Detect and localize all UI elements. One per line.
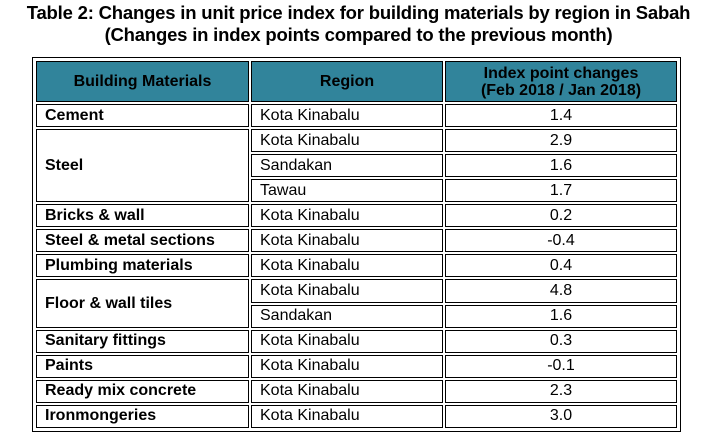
- table-title: Table 2: Changes in unit price index for…: [0, 2, 717, 46]
- material-cell: Steel & metal sections: [36, 229, 249, 253]
- index-change-cell: 1.6: [445, 154, 677, 178]
- index-change-cell: 2.3: [445, 379, 677, 403]
- material-cell: Bricks & wall: [36, 204, 249, 228]
- index-change-cell: 3.0: [445, 404, 677, 428]
- region-cell: Sandakan: [251, 304, 443, 328]
- region-cell: Kota Kinabalu: [251, 104, 443, 128]
- price-index-table-frame: Building Materials Region Index point ch…: [32, 57, 681, 432]
- region-cell: Kota Kinabalu: [251, 229, 443, 253]
- title-line-2: (Changes in index points compared to the…: [104, 24, 613, 45]
- table-row: Cement Kota Kinabalu 1.4: [36, 104, 677, 128]
- material-cell: Steel: [36, 129, 249, 203]
- header-index-point-changes: Index point changes (Feb 2018 / Jan 2018…: [445, 61, 677, 102]
- index-change-cell: 4.8: [445, 279, 677, 303]
- region-cell: Kota Kinabalu: [251, 354, 443, 378]
- table-row: Sandakan 1.6: [36, 154, 677, 178]
- material-cell: Ironmongeries: [36, 404, 249, 428]
- index-change-cell: 2.9: [445, 129, 677, 153]
- table-row: Tawau 1.7: [36, 179, 677, 203]
- region-cell: Kota Kinabalu: [251, 279, 443, 303]
- header-change-line-1: Index point changes: [483, 64, 639, 82]
- table-row: Sandakan 1.6: [36, 304, 677, 328]
- table-row: Bricks & wall Kota Kinabalu 0.2: [36, 204, 677, 228]
- region-cell: Sandakan: [251, 154, 443, 178]
- region-cell: Kota Kinabalu: [251, 129, 443, 153]
- header-change-line-2: (Feb 2018 / Jan 2018): [480, 81, 642, 99]
- header-region: Region: [251, 61, 443, 102]
- table-row: Sanitary fittings Kota Kinabalu 0.3: [36, 329, 677, 353]
- region-cell: Kota Kinabalu: [251, 254, 443, 278]
- index-change-cell: 1.4: [445, 104, 677, 128]
- region-cell: Kota Kinabalu: [251, 204, 443, 228]
- table-row: Plumbing materials Kota Kinabalu 0.4: [36, 254, 677, 278]
- index-change-cell: 1.6: [445, 304, 677, 328]
- index-change-cell: -0.4: [445, 229, 677, 253]
- material-cell: Plumbing materials: [36, 254, 249, 278]
- index-change-cell: 0.4: [445, 254, 677, 278]
- table-row: Floor & wall tiles Kota Kinabalu 4.8: [36, 279, 677, 328]
- table-row: Ironmongeries Kota Kinabalu 3.0: [36, 404, 677, 428]
- material-cell: Ready mix concrete: [36, 379, 249, 403]
- table-row: Ready mix concrete Kota Kinabalu 2.3: [36, 379, 677, 403]
- header-row: Building Materials Region Index point ch…: [36, 61, 677, 102]
- index-change-cell: 0.2: [445, 204, 677, 228]
- table-body: Cement Kota Kinabalu 1.4 Steel Kota Kinabalu…: [36, 104, 677, 428]
- material-cell: Sanitary fittings: [36, 329, 249, 353]
- material-cell: Paints: [36, 354, 249, 378]
- index-change-cell: 1.7: [445, 179, 677, 203]
- region-cell: Kota Kinabalu: [251, 329, 443, 353]
- table-row: Steel Kota Kinabalu 2.9: [36, 129, 677, 203]
- table-row: Paints Kota Kinabalu -0.1: [36, 354, 677, 378]
- material-cell: Floor & wall tiles: [36, 279, 249, 328]
- region-cell: Kota Kinabalu: [251, 404, 443, 428]
- index-change-cell: 0.3: [445, 329, 677, 353]
- title-line-1: Table 2: Changes in unit price index for…: [26, 2, 691, 23]
- price-index-table: Building Materials Region Index point ch…: [34, 59, 679, 430]
- region-cell: Tawau: [251, 179, 443, 203]
- region-cell: Kota Kinabalu: [251, 379, 443, 403]
- material-cell: Cement: [36, 104, 249, 128]
- header-building-materials: Building Materials: [36, 61, 249, 102]
- index-change-cell: -0.1: [445, 354, 677, 378]
- table-row: Steel & metal sections Kota Kinabalu -0.4: [36, 229, 677, 253]
